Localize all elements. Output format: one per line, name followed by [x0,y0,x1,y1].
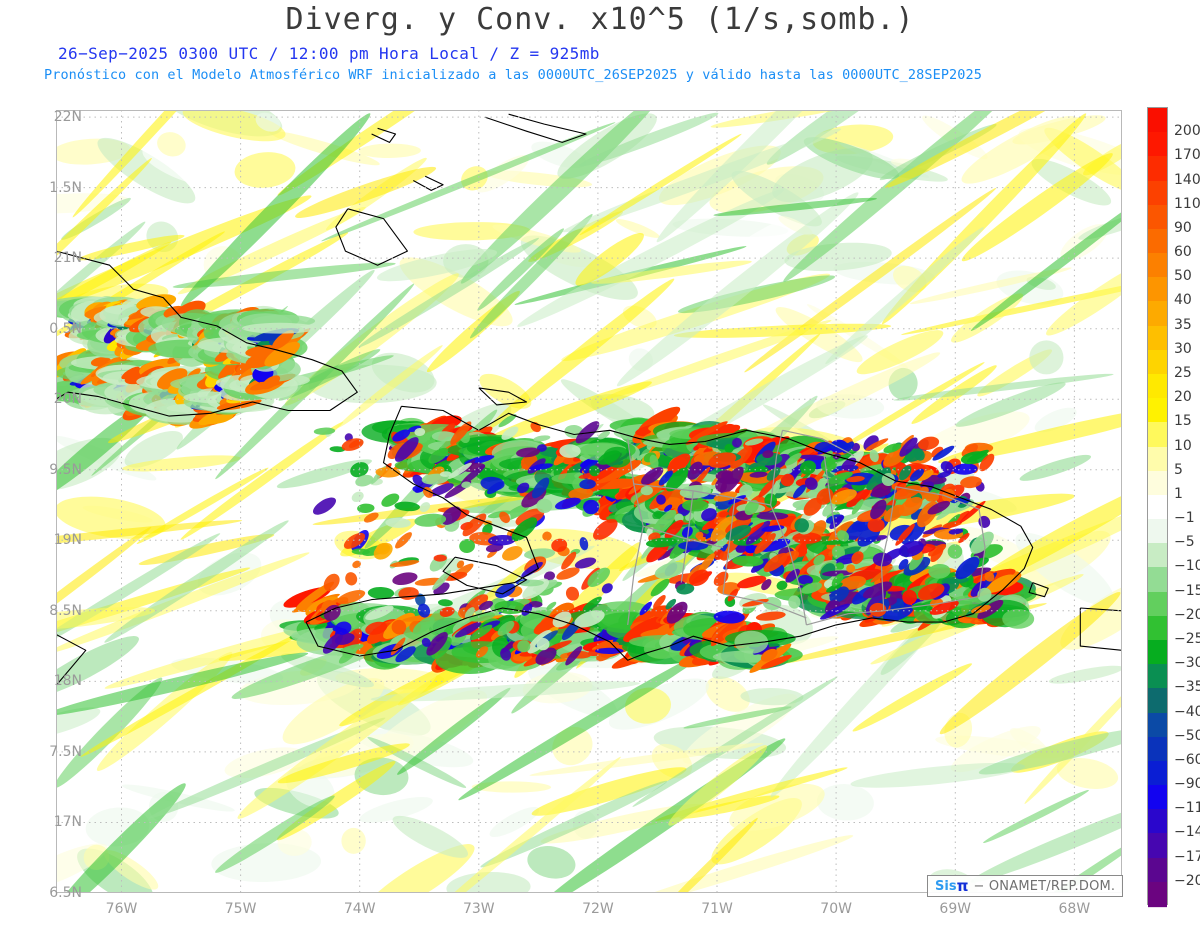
colorbar-band-11 [1148,374,1167,400]
colorbar-tick-16: −1 [1174,510,1195,527]
colorbar-band-28 [1148,785,1167,811]
colorbar-band-1 [1148,132,1167,158]
brand-label: Sis [935,878,957,894]
colorbar-tick-14: 5 [1174,461,1183,478]
colorbar-band-4 [1148,204,1167,231]
model-description-subtitle: Pronóstico con el Modelo Atmosférico WRF… [44,67,982,83]
lon-tick-0: 76W [105,901,138,917]
colorbar-band-19 [1148,567,1167,594]
colorbar [1147,107,1168,908]
colorbar-band-6 [1148,253,1167,279]
lat-tick-0: 22N [53,109,82,126]
colorbar-band-30 [1148,833,1167,860]
organization-label: − ONAMET/REP.DOM. [973,879,1115,894]
org-name: ONAMET/REP.DOM. [988,878,1116,894]
colorbar-tick-4: 90 [1174,219,1192,236]
colorbar-tick-31: −200 [1174,872,1200,889]
lon-tick-8: 68W [1058,901,1091,917]
colorbar-band-27 [1148,760,1167,787]
colorbar-tick-11: 20 [1174,389,1192,406]
colorbar-tick-9: 30 [1174,340,1192,357]
colorbar-tick-15: 1 [1174,485,1183,502]
colorbar-band-2 [1148,156,1167,183]
forecast-time-subtitle: 26−Sep−2025 0300 UTC / 12:00 pm Hora Loc… [58,44,600,63]
lat-tick-8: 18N [53,673,82,690]
lat-tick-7: 8.5N [49,602,82,619]
colorbar-tick-7: 40 [1174,292,1192,309]
lon-tick-5: 71W [701,901,733,917]
colorbar-band-9 [1148,325,1167,352]
colorbar-tick-22: −30 [1174,655,1200,672]
lat-tick-11: 6.5N [49,885,82,901]
lon-tick-4: 72W [582,901,614,917]
colorbar-band-3 [1148,180,1167,207]
colorbar-band-17 [1148,519,1167,545]
colorbar-tick-29: −140 [1174,824,1200,841]
lon-tick-1: 75W [224,901,257,917]
colorbar-band-22 [1148,640,1167,666]
lat-tick-10: 17N [53,814,82,831]
colorbar-tick-1: 170 [1174,147,1200,164]
colorbar-band-18 [1148,543,1167,570]
colorbar-tick-27: −90 [1174,776,1200,793]
colorbar-tick-23: −35 [1174,679,1200,696]
colorbar-band-5 [1148,228,1167,255]
map-plot-area [56,110,1122,893]
colorbar-band-20 [1148,591,1167,618]
colorbar-tick-8: 35 [1174,316,1192,333]
colorbar-band-0 [1148,108,1167,134]
colorbar-tick-0: 200 [1174,123,1200,140]
colorbar-tick-17: −5 [1174,534,1195,551]
divergence-field [56,110,1122,893]
colorbar-tick-6: 50 [1174,268,1192,285]
colorbar-band-16 [1148,494,1167,521]
colorbar-tick-20: −20 [1174,606,1200,623]
colorbar-band-13 [1148,422,1167,449]
colorbar-tick-2: 140 [1174,171,1200,188]
pi-icon: π [956,877,969,895]
colorbar-tick-12: 15 [1174,413,1192,430]
colorbar-band-21 [1148,615,1167,642]
lat-tick-1: 1.5N [49,179,82,196]
colorbar-tick-24: −40 [1174,703,1200,720]
colorbar-tick-18: −10 [1174,558,1200,575]
colorbar-tick-19: −15 [1174,582,1200,599]
lat-tick-9: 7.5N [49,743,82,760]
colorbar-band-23 [1148,664,1167,690]
lat-tick-5: 9.5N [49,461,82,478]
colorbar-tick-25: −50 [1174,727,1200,744]
page-title: Diverg. y Conv. x10^5 (1/s,somb.) [285,2,915,37]
colorbar-band-32 [1148,881,1167,908]
colorbar-tick-28: −110 [1174,800,1200,817]
colorbar-band-10 [1148,349,1167,376]
lon-tick-7: 69W [939,901,972,917]
colorbar-band-12 [1148,398,1167,424]
colorbar-band-15 [1148,470,1167,497]
lat-tick-4: 20N [53,391,82,408]
lat-tick-3: 0.5N [49,320,82,337]
separator-dash: − [973,878,985,894]
colorbar-band-26 [1148,736,1167,763]
colorbar-band-8 [1148,301,1167,328]
colorbar-tick-13: 10 [1174,437,1192,454]
colorbar-tick-5: 60 [1174,244,1192,261]
colorbar-tick-26: −60 [1174,751,1200,768]
colorbar-tick-3: 110 [1174,195,1200,212]
colorbar-band-24 [1148,688,1167,715]
lat-tick-6: 19N [53,532,82,549]
lon-tick-6: 70W [820,901,852,917]
colorbar-band-25 [1148,712,1167,739]
colorbar-band-31 [1148,857,1167,884]
colorbar-band-14 [1148,446,1167,473]
colorbar-tick-10: 25 [1174,365,1192,381]
colorbar-band-7 [1148,277,1167,304]
lon-tick-3: 73W [462,901,495,917]
lon-tick-2: 74W [343,901,376,917]
colorbar-band-29 [1148,809,1167,836]
colorbar-tick-21: −25 [1174,631,1200,647]
lat-tick-2: 21N [53,250,82,267]
colorbar-tick-30: −170 [1174,848,1200,865]
onamet-watermark: Sis π − ONAMET/REP.DOM. [927,875,1124,897]
